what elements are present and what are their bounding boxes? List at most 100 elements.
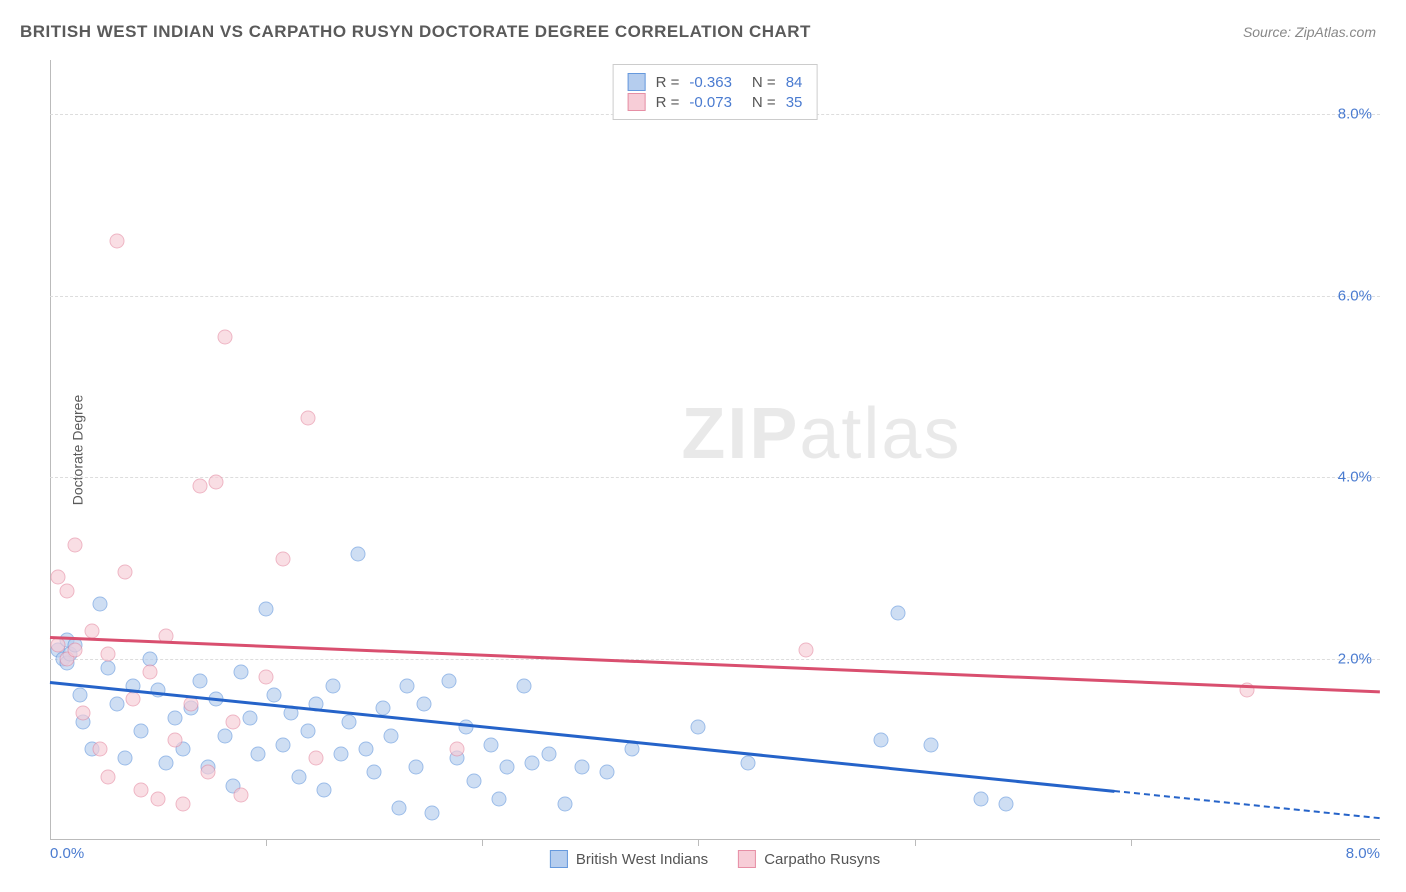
point-blue — [151, 683, 166, 698]
point-blue — [998, 796, 1013, 811]
point-blue — [217, 728, 232, 743]
trend-line — [50, 636, 1380, 693]
point-blue — [292, 769, 307, 784]
point-blue — [167, 710, 182, 725]
y-tick-label: 4.0% — [1338, 469, 1372, 486]
point-pink — [51, 638, 66, 653]
point-blue — [400, 678, 415, 693]
point-pink — [300, 411, 315, 426]
chart-area: Doctorate Degree ZIPatlas 2.0%4.0%6.0%8.… — [50, 60, 1380, 840]
point-blue — [691, 719, 706, 734]
point-blue — [259, 601, 274, 616]
legend-label-pink: Carpatho Rusyns — [764, 851, 880, 868]
x-tick-mark — [915, 840, 916, 846]
point-pink — [109, 234, 124, 249]
point-pink — [92, 742, 107, 757]
point-blue — [491, 792, 506, 807]
point-blue — [624, 742, 639, 757]
point-pink — [309, 751, 324, 766]
point-blue — [159, 755, 174, 770]
x-axis-line — [50, 839, 1380, 840]
point-blue — [72, 687, 87, 702]
point-blue — [367, 764, 382, 779]
point-blue — [466, 774, 481, 789]
trend-line-extension — [1114, 790, 1380, 819]
point-blue — [425, 805, 440, 820]
point-blue — [250, 746, 265, 761]
r-label: R = — [656, 74, 680, 91]
plot-region: 2.0%4.0%6.0%8.0%0.0%8.0% — [50, 60, 1380, 840]
correlation-legend: R = -0.363 N = 84 R = -0.073 N = 35 — [613, 64, 818, 120]
point-pink — [275, 551, 290, 566]
point-blue — [525, 755, 540, 770]
point-pink — [450, 742, 465, 757]
point-pink — [67, 642, 82, 657]
point-pink — [76, 706, 91, 721]
gridline — [50, 477, 1380, 478]
point-blue — [333, 746, 348, 761]
point-pink — [167, 733, 182, 748]
point-blue — [599, 764, 614, 779]
x-tick-mark — [266, 840, 267, 846]
point-blue — [342, 715, 357, 730]
point-blue — [267, 687, 282, 702]
n-label: N = — [752, 74, 776, 91]
source-attribution: Source: ZipAtlas.com — [1243, 24, 1376, 40]
point-blue — [408, 760, 423, 775]
point-blue — [500, 760, 515, 775]
point-blue — [242, 710, 257, 725]
legend-label-blue: British West Indians — [576, 851, 708, 868]
r-label: R = — [656, 94, 680, 111]
point-blue — [974, 792, 989, 807]
point-pink — [101, 769, 116, 784]
point-blue — [575, 760, 590, 775]
gridline — [50, 659, 1380, 660]
point-pink — [217, 329, 232, 344]
point-pink — [184, 696, 199, 711]
point-blue — [109, 696, 124, 711]
x-tick-label-right: 8.0% — [1346, 845, 1380, 862]
point-pink — [200, 764, 215, 779]
point-blue — [350, 547, 365, 562]
n-value-blue: 84 — [786, 74, 803, 91]
point-blue — [924, 737, 939, 752]
x-tick-mark — [1131, 840, 1132, 846]
point-blue — [92, 597, 107, 612]
point-pink — [117, 565, 132, 580]
swatch-blue — [550, 850, 568, 868]
x-tick-mark — [698, 840, 699, 846]
series-legend: British West Indians Carpatho Rusyns — [550, 850, 880, 868]
point-pink — [176, 796, 191, 811]
point-blue — [358, 742, 373, 757]
swatch-blue — [628, 73, 646, 91]
point-blue — [192, 674, 207, 689]
point-pink — [51, 569, 66, 584]
y-tick-label: 8.0% — [1338, 106, 1372, 123]
point-blue — [101, 660, 116, 675]
point-blue — [874, 733, 889, 748]
y-tick-label: 2.0% — [1338, 650, 1372, 667]
point-pink — [151, 792, 166, 807]
point-pink — [126, 692, 141, 707]
point-pink — [209, 474, 224, 489]
legend-row-blue: R = -0.363 N = 84 — [628, 73, 803, 91]
legend-row-pink: R = -0.073 N = 35 — [628, 93, 803, 111]
r-value-pink: -0.073 — [689, 94, 732, 111]
y-tick-label: 6.0% — [1338, 287, 1372, 304]
point-blue — [234, 665, 249, 680]
point-pink — [67, 538, 82, 553]
point-blue — [483, 737, 498, 752]
point-blue — [275, 737, 290, 752]
point-blue — [516, 678, 531, 693]
swatch-pink — [738, 850, 756, 868]
n-label: N = — [752, 94, 776, 111]
legend-item-blue: British West Indians — [550, 850, 708, 868]
point-blue — [417, 696, 432, 711]
point-blue — [300, 724, 315, 739]
x-tick-label-left: 0.0% — [50, 845, 84, 862]
point-blue — [134, 724, 149, 739]
point-blue — [317, 783, 332, 798]
gridline — [50, 296, 1380, 297]
swatch-pink — [628, 93, 646, 111]
point-pink — [192, 479, 207, 494]
